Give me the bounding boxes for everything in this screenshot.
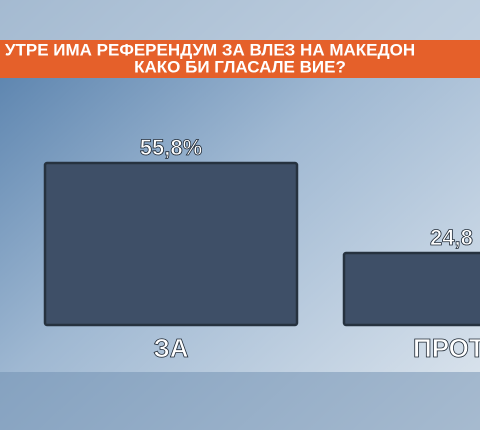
title-line: УТРЕ ИМА РЕФЕРЕНДУМ ЗА ВЛЕЗ НА МАКЕДОН xyxy=(5,40,415,59)
value-label: 24,8 xyxy=(430,225,473,250)
title-band xyxy=(0,40,480,78)
top-strip xyxy=(0,0,480,40)
bottom-strip xyxy=(0,372,480,430)
bar xyxy=(43,161,299,327)
category-label: ЗА xyxy=(153,333,188,363)
value-label: 55,8% xyxy=(140,135,202,160)
bar xyxy=(342,251,480,327)
title-line: КАКО БИ ГЛАСАЛЕ ВИЕ? xyxy=(134,57,346,76)
category-label: ПРОТ xyxy=(413,333,480,363)
